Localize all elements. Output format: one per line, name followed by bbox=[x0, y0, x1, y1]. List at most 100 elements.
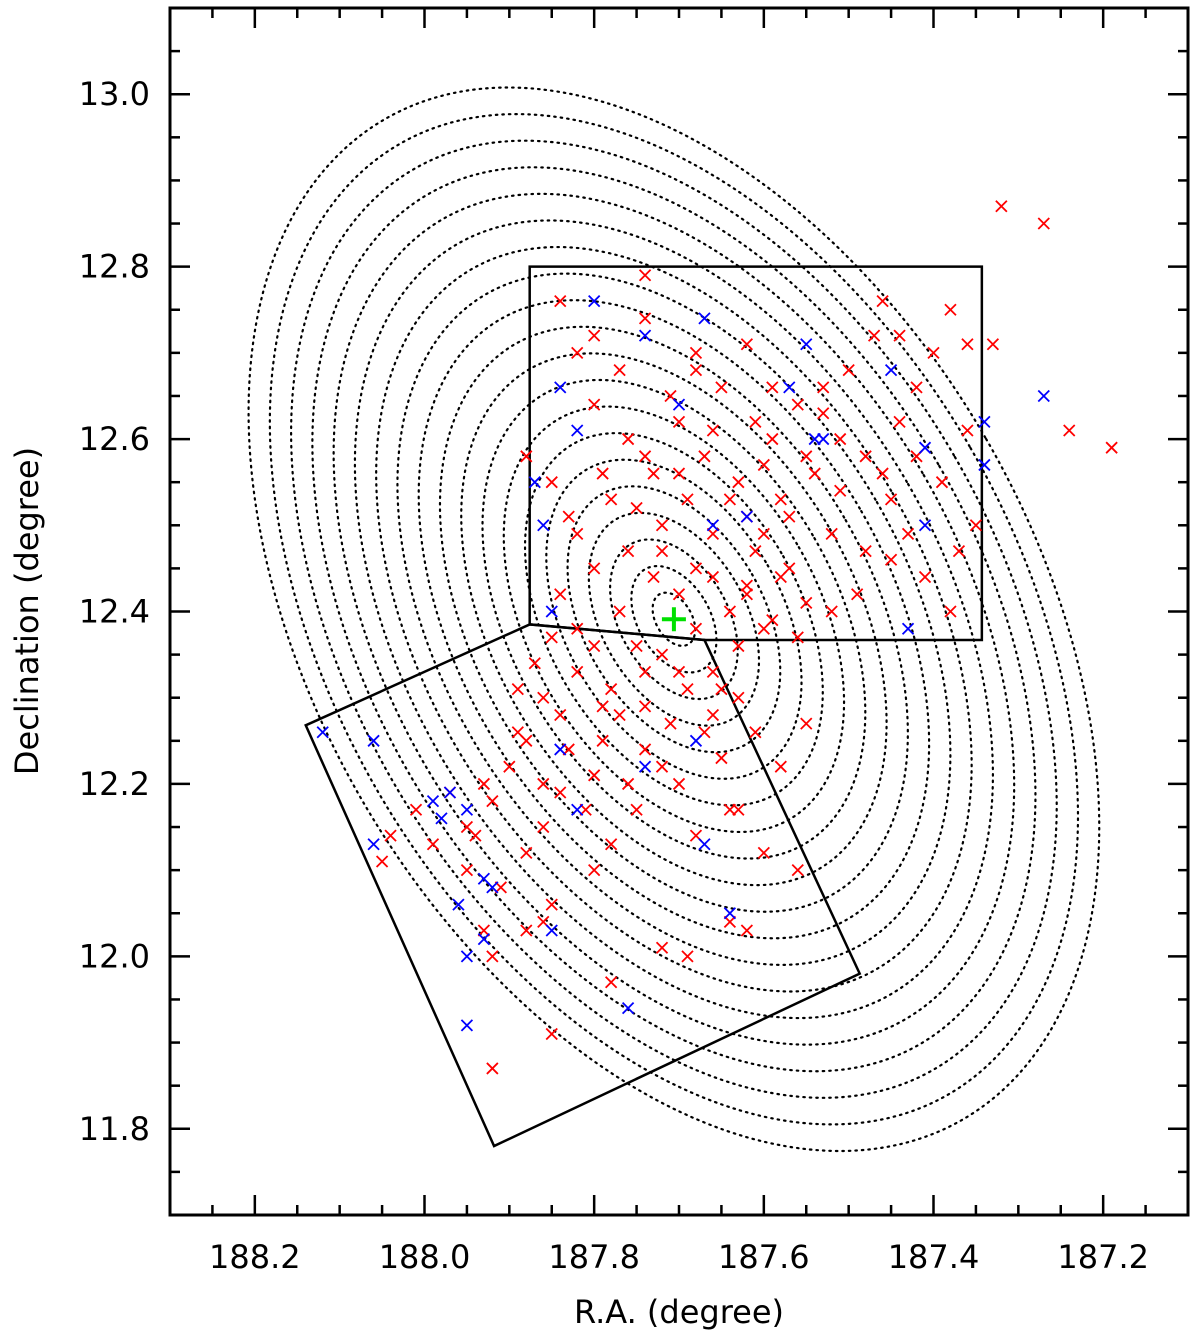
data-point bbox=[647, 467, 660, 480]
data-point bbox=[825, 605, 838, 618]
data-point bbox=[995, 200, 1008, 213]
data-point bbox=[681, 950, 694, 963]
data-point bbox=[944, 605, 957, 618]
data-point bbox=[613, 605, 626, 618]
x-tick-label: 188.0 bbox=[379, 1238, 471, 1276]
data-point bbox=[867, 329, 881, 342]
data-point bbox=[698, 838, 711, 851]
data-point bbox=[723, 915, 737, 929]
y-tick-label: 12.6 bbox=[79, 420, 150, 458]
data-point bbox=[638, 269, 652, 282]
data-points bbox=[316, 200, 1118, 1075]
data-point bbox=[537, 777, 550, 791]
data-point bbox=[477, 924, 491, 937]
data-point bbox=[689, 363, 703, 377]
data-point bbox=[732, 639, 745, 653]
y-tick-labels: 11.8 12.0 12.2 12.4 12.6 12.8 13.0 bbox=[79, 75, 150, 1148]
x-tick-label: 188.2 bbox=[209, 1238, 301, 1276]
data-point bbox=[715, 751, 728, 765]
contour-ellipse bbox=[630, 564, 718, 674]
data-point bbox=[520, 924, 533, 937]
data-point bbox=[571, 622, 584, 635]
y-tick-label: 11.8 bbox=[79, 1110, 150, 1148]
data-point bbox=[1105, 441, 1118, 454]
data-point bbox=[520, 450, 533, 463]
data-point bbox=[698, 450, 711, 463]
data-point bbox=[545, 631, 558, 644]
field-south bbox=[304, 623, 862, 1148]
contour-ellipse bbox=[353, 219, 995, 1020]
data-point bbox=[604, 493, 618, 506]
data-point bbox=[486, 795, 499, 808]
data-point bbox=[638, 760, 652, 773]
data-point bbox=[715, 682, 728, 696]
data-point bbox=[766, 432, 779, 446]
data-point bbox=[723, 605, 737, 618]
data-point bbox=[613, 708, 626, 722]
data-point bbox=[655, 941, 669, 954]
data-point bbox=[596, 700, 609, 713]
contour-ellipse bbox=[502, 405, 846, 834]
data-point bbox=[588, 294, 601, 308]
contour-ellipse bbox=[587, 511, 761, 727]
contour-ellipse bbox=[332, 192, 1016, 1046]
data-point bbox=[749, 545, 762, 558]
data-point bbox=[783, 381, 796, 394]
data-point bbox=[621, 545, 635, 558]
data-point bbox=[554, 708, 567, 722]
data-point bbox=[859, 545, 872, 558]
data-point bbox=[511, 726, 524, 739]
data-point bbox=[554, 381, 567, 394]
axis-ticks bbox=[168, 6, 1190, 1217]
x-tick-label: 187.8 bbox=[548, 1238, 640, 1276]
data-point bbox=[876, 294, 889, 308]
data-point bbox=[978, 415, 991, 428]
data-point bbox=[749, 726, 762, 739]
data-point bbox=[630, 639, 643, 653]
data-point bbox=[672, 665, 686, 678]
data-point bbox=[706, 665, 720, 678]
data-point bbox=[655, 648, 669, 661]
data-point bbox=[910, 381, 923, 394]
data-point bbox=[460, 864, 474, 877]
data-point bbox=[672, 467, 686, 480]
data-point bbox=[672, 777, 686, 791]
data-point bbox=[545, 898, 558, 911]
contour-ellipse bbox=[438, 325, 909, 913]
data-point bbox=[689, 562, 703, 575]
x-tick-label: 187.6 bbox=[718, 1238, 810, 1276]
data-point bbox=[588, 769, 601, 782]
data-point bbox=[571, 665, 584, 678]
contour-ellipse bbox=[396, 272, 952, 966]
data-point bbox=[571, 424, 584, 437]
data-point bbox=[435, 812, 448, 825]
y-tick-label: 12.8 bbox=[79, 248, 150, 286]
data-point bbox=[571, 346, 584, 359]
data-point bbox=[655, 519, 669, 532]
data-point bbox=[528, 476, 541, 489]
data-point bbox=[927, 346, 940, 359]
data-point bbox=[774, 493, 787, 506]
data-point bbox=[817, 381, 830, 394]
y-tick-label: 12.4 bbox=[79, 593, 150, 631]
data-point bbox=[986, 338, 1000, 351]
data-point bbox=[375, 855, 389, 868]
data-point bbox=[791, 631, 804, 644]
data-point bbox=[706, 519, 720, 532]
data-point bbox=[706, 424, 720, 437]
data-point bbox=[757, 846, 770, 860]
data-point bbox=[554, 588, 567, 601]
data-point bbox=[740, 588, 754, 601]
y-tick-label: 12.0 bbox=[79, 937, 150, 975]
data-point bbox=[749, 415, 762, 428]
data-point bbox=[689, 622, 703, 635]
contour-ellipse bbox=[247, 86, 1101, 1153]
data-point bbox=[604, 682, 618, 696]
data-point bbox=[638, 329, 652, 342]
data-point bbox=[766, 381, 779, 394]
data-point bbox=[800, 596, 813, 610]
contour-ellipse bbox=[375, 245, 973, 993]
x-tick-label: 187.4 bbox=[888, 1238, 980, 1276]
data-point bbox=[384, 829, 397, 842]
data-point bbox=[486, 1062, 499, 1075]
